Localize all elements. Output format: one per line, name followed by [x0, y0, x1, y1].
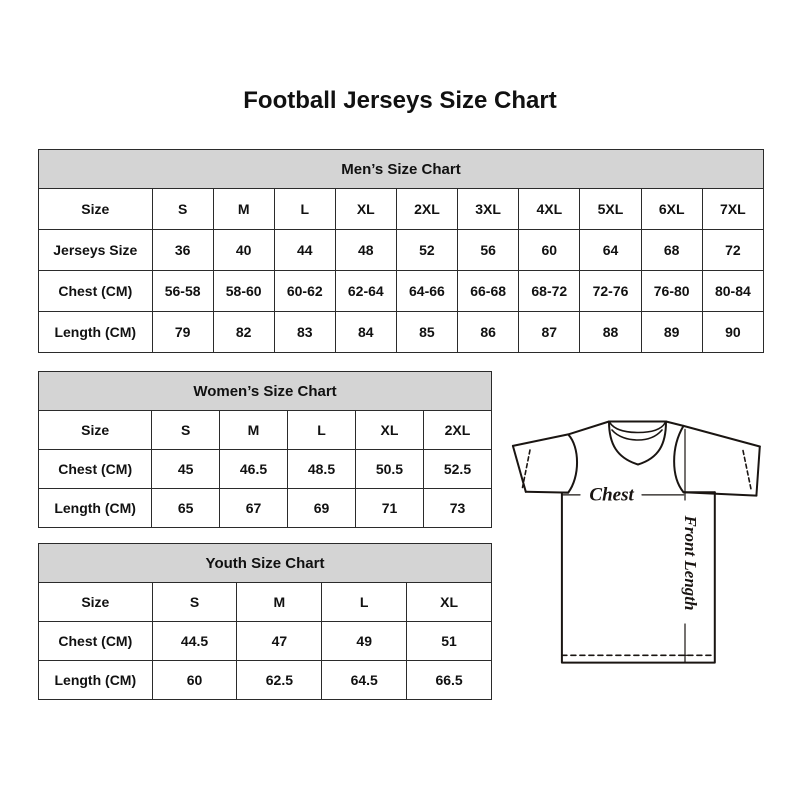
- svg-text:Chest: Chest: [589, 485, 634, 506]
- svg-text:Front Length: Front Length: [681, 515, 700, 611]
